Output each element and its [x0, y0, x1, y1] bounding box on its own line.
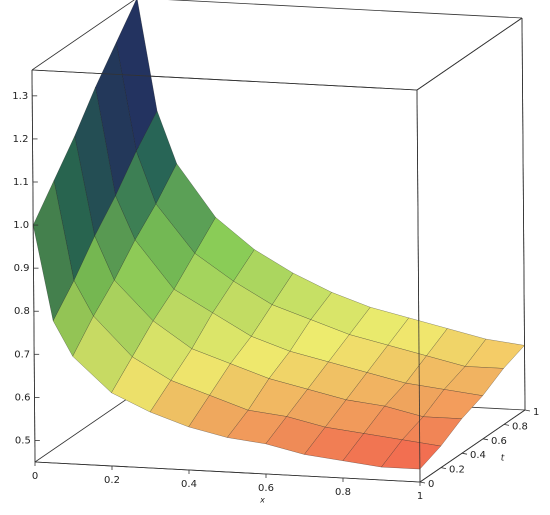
x-tick-label: 0	[32, 471, 38, 482]
x-tick-label: 1	[417, 491, 423, 502]
z-tick-label: 1.2	[13, 134, 29, 145]
x-tick-label: 0.8	[335, 487, 351, 498]
t-tick-label: 0	[428, 479, 434, 490]
t-tick-label: 0.8	[512, 421, 528, 432]
z-tick-label: 0.9	[14, 263, 30, 274]
box-edge	[521, 17, 526, 411]
x-tick-label: 0.2	[104, 475, 120, 486]
t-tick-label: 1	[533, 407, 539, 418]
t-tick	[419, 481, 426, 484]
box-edge	[34, 389, 141, 463]
box-edge	[416, 17, 523, 91]
z-tick-label: 1.0	[13, 220, 29, 231]
box-edge	[416, 89, 421, 483]
x-tick-label: 0.4	[181, 479, 197, 490]
x-tick-label: 0.6	[258, 483, 274, 494]
z-tick-label: 1.1	[13, 177, 29, 188]
t-tick-label: 0.2	[449, 465, 465, 476]
t-tick	[482, 438, 489, 441]
z-tick-label: 0.6	[15, 392, 31, 403]
box-edge	[31, 0, 135, 71]
t-tick	[503, 424, 510, 426]
t-tick-label: 0.4	[470, 450, 486, 461]
t-tick	[461, 452, 468, 455]
t-tick	[524, 409, 531, 412]
box-edge	[167, 0, 523, 19]
box-edge	[31, 69, 418, 91]
z-tick-label: 0.7	[14, 349, 30, 360]
x-axis-label: x	[259, 496, 265, 505]
z-tick-label: 0.5	[15, 435, 31, 446]
box-edge	[34, 461, 421, 483]
box-edge	[419, 409, 526, 483]
surface-cell	[381, 439, 442, 470]
z-tick-label: 1.3	[12, 91, 28, 102]
z-tick-label: 0.8	[14, 306, 30, 317]
t-axis-label: t	[501, 454, 505, 464]
box-edge	[31, 69, 36, 463]
t-tick	[440, 467, 447, 469]
t-tick-label: 0.6	[491, 436, 507, 447]
